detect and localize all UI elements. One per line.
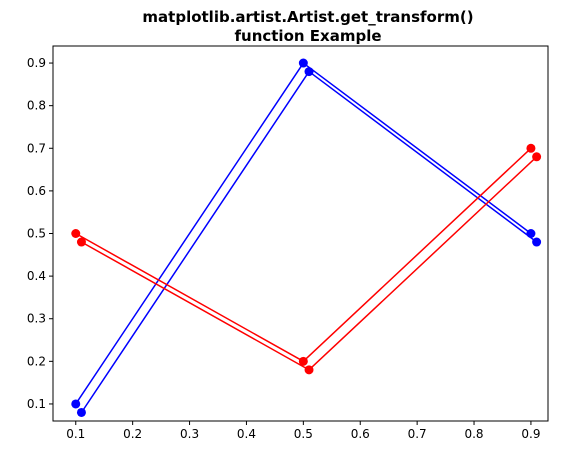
x-tick-label: 0.8 <box>464 427 483 441</box>
x-tick-label: 0.3 <box>180 427 199 441</box>
series-point-red-offset-2 <box>532 152 542 162</box>
y-tick-label: 0.7 <box>27 141 46 155</box>
x-tick-label: 0.4 <box>237 427 256 441</box>
series-point-red-2 <box>526 143 536 153</box>
x-tick-label: 0.5 <box>294 427 313 441</box>
y-tick-label: 0.5 <box>27 227 46 241</box>
series-point-red-1 <box>298 356 308 366</box>
series-point-blue-offset-0 <box>76 407 86 417</box>
series-point-blue-offset-2 <box>532 237 542 247</box>
series-point-red-offset-1 <box>304 365 314 375</box>
axes: 0.1 0.2 0.3 0.4 0.5 0.6 0.7 0.8 0.9 0.1 0.2 0.3 0.4 0… <box>27 45 549 441</box>
y-tick-label: 0.6 <box>27 184 46 198</box>
series-point-blue-2 <box>526 229 536 238</box>
series-point-blue-offset-1 <box>304 67 314 77</box>
x-tick-label: 0.7 <box>408 427 427 441</box>
y-tick-label: 0.1 <box>27 397 46 411</box>
chart-title-line-2: function Example <box>234 27 381 45</box>
x-tick-label: 0.2 <box>123 427 142 441</box>
y-tick-label: 0.8 <box>27 99 46 113</box>
chart-title-line-1: matplotlib.artist.Artist.get_transform() <box>142 8 473 26</box>
plot-area <box>71 58 542 417</box>
y-tick-label: 0.4 <box>27 269 46 283</box>
y-tick-label: 0.9 <box>27 56 46 70</box>
series-point-blue-0 <box>71 399 81 409</box>
series-point-blue-1 <box>298 58 308 68</box>
x-tick-label: 0.6 <box>351 427 370 441</box>
series-point-red-offset-0 <box>76 237 86 247</box>
y-tick-label: 0.3 <box>27 312 46 326</box>
y-tick-label: 0.2 <box>27 354 46 368</box>
x-tick-label: 0.1 <box>66 427 85 441</box>
series-point-red-0 <box>71 229 81 238</box>
x-tick-label: 0.9 <box>521 427 540 441</box>
